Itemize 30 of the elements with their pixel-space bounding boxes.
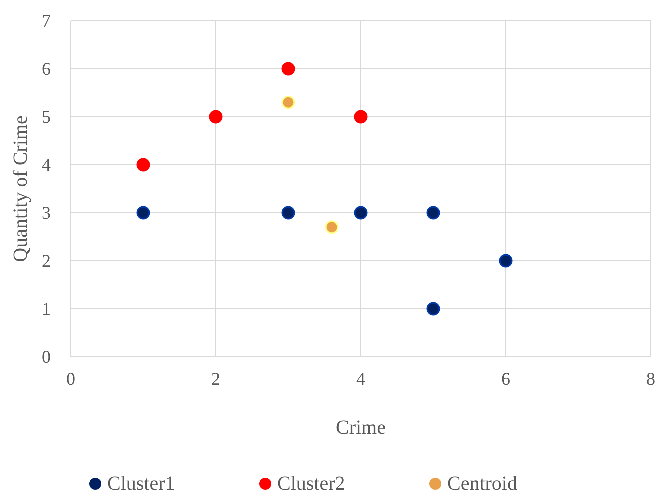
x-tick-label: 8	[646, 369, 656, 389]
point	[325, 220, 339, 234]
legend-label: Cluster1	[108, 473, 176, 495]
point	[426, 302, 440, 316]
legend-label: Cluster2	[278, 473, 346, 495]
point	[136, 158, 150, 172]
y-tick-label: 5	[42, 107, 51, 127]
point	[136, 206, 150, 220]
y-tick-label: 4	[42, 155, 51, 175]
point	[354, 206, 368, 220]
y-axis-title: Quantity of Crime	[10, 116, 32, 262]
point	[354, 110, 368, 124]
point	[282, 62, 296, 76]
y-tick-label: 0	[42, 347, 51, 367]
y-tick-label: 7	[42, 11, 51, 31]
y-tick-label: 3	[42, 203, 51, 223]
y-tick-label: 6	[42, 59, 51, 79]
x-axis-title: Crime	[336, 417, 386, 439]
point	[426, 206, 440, 220]
x-tick-label: 4	[356, 369, 366, 389]
legend-label: Centroid	[448, 473, 518, 495]
point	[282, 96, 296, 110]
x-tick-label: 0	[66, 369, 76, 389]
point	[499, 254, 513, 268]
x-tick-label: 6	[502, 369, 510, 389]
point	[282, 206, 296, 220]
y-tick-label: 2	[42, 251, 51, 271]
point	[209, 110, 223, 124]
x-tick-label: 2	[212, 369, 220, 389]
y-tick-label: 1	[42, 299, 51, 319]
